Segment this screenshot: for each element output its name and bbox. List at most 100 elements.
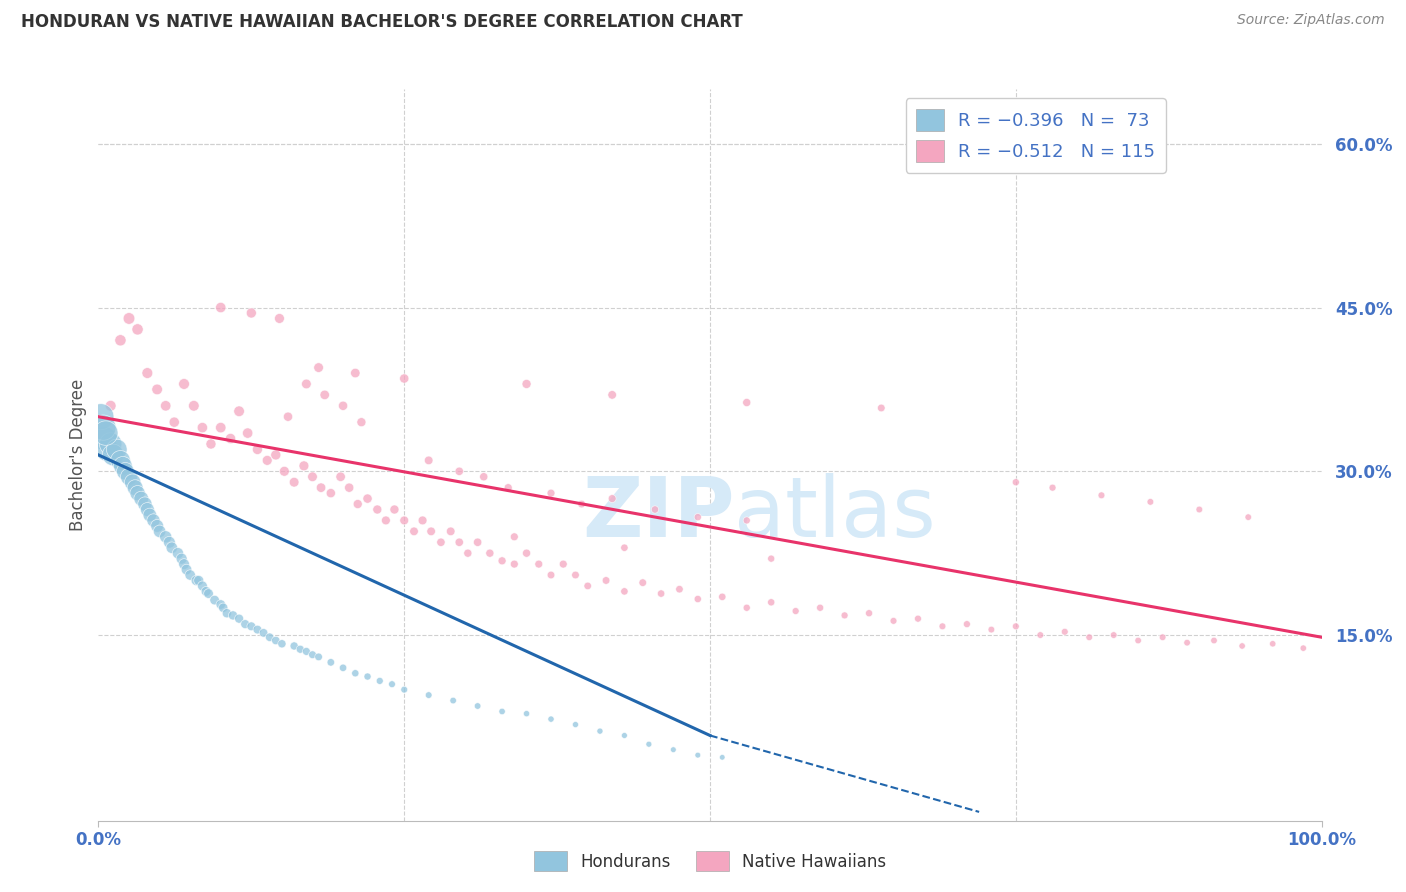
Point: [931, 619, 953, 633]
Point: [1152, 630, 1174, 644]
Text: HONDURAN VS NATIVE HAWAIIAN BACHELOR'S DEGREE CORRELATION CHART: HONDURAN VS NATIVE HAWAIIAN BACHELOR'S D…: [21, 13, 742, 31]
Point: [381, 677, 404, 691]
Point: [191, 420, 214, 434]
Point: [374, 513, 396, 527]
Point: [332, 399, 354, 413]
Point: [121, 475, 143, 490]
Point: [110, 453, 132, 467]
Point: [540, 486, 562, 500]
Point: [441, 693, 464, 707]
Point: [392, 371, 416, 385]
Point: [956, 617, 979, 632]
Point: [183, 399, 205, 413]
Point: [515, 706, 537, 721]
Point: [564, 717, 586, 731]
Point: [356, 491, 378, 506]
Point: [418, 453, 440, 467]
Point: [449, 464, 471, 478]
Point: [761, 551, 783, 566]
Point: [301, 469, 323, 483]
Point: [662, 742, 685, 756]
Point: [564, 568, 586, 582]
Point: [160, 541, 183, 555]
Point: [93, 432, 115, 446]
Text: ZIP: ZIP: [582, 473, 734, 554]
Point: [1102, 628, 1125, 642]
Point: [449, 535, 471, 549]
Point: [1237, 510, 1260, 524]
Point: [155, 530, 177, 544]
Point: [420, 524, 443, 539]
Point: [366, 502, 388, 516]
Point: [571, 497, 593, 511]
Point: [472, 469, 495, 483]
Point: [686, 592, 709, 607]
Point: [111, 458, 134, 473]
Point: [1004, 475, 1026, 490]
Text: Source: ZipAtlas.com: Source: ZipAtlas.com: [1237, 13, 1385, 28]
Point: [176, 563, 198, 577]
Point: [314, 388, 336, 402]
Point: [127, 486, 149, 500]
Point: [337, 481, 360, 495]
Point: [1042, 481, 1064, 495]
Point: [219, 432, 242, 446]
Point: [735, 600, 758, 615]
Point: [589, 724, 612, 739]
Point: [553, 557, 575, 571]
Point: [1090, 488, 1112, 502]
Point: [118, 469, 141, 483]
Point: [292, 458, 315, 473]
Point: [290, 642, 312, 657]
Point: [735, 395, 758, 409]
Text: atlas: atlas: [734, 473, 936, 554]
Point: [240, 619, 263, 633]
Point: [650, 586, 672, 600]
Point: [613, 584, 636, 599]
Point: [515, 546, 537, 560]
Point: [197, 586, 219, 600]
Point: [114, 464, 136, 478]
Point: [105, 442, 128, 457]
Point: [384, 502, 406, 516]
Point: [440, 524, 463, 539]
Point: [101, 448, 124, 462]
Point: [329, 469, 352, 483]
Point: [1128, 633, 1150, 648]
Point: [761, 595, 783, 609]
Point: [295, 376, 318, 391]
Point: [858, 606, 880, 620]
Point: [457, 546, 479, 560]
Point: [94, 426, 117, 441]
Point: [256, 453, 278, 467]
Point: [735, 513, 758, 527]
Point: [1261, 637, 1284, 651]
Point: [246, 623, 269, 637]
Point: [344, 366, 367, 380]
Point: [344, 666, 367, 681]
Point: [157, 535, 180, 549]
Point: [870, 401, 893, 415]
Point: [356, 669, 378, 683]
Legend: Hondurans, Native Hawaiians: Hondurans, Native Hawaiians: [527, 845, 893, 878]
Point: [600, 388, 623, 402]
Point: [1175, 636, 1198, 650]
Point: [412, 513, 434, 527]
Point: [711, 750, 734, 764]
Point: [785, 604, 807, 618]
Point: [277, 409, 299, 424]
Point: [595, 574, 617, 588]
Point: [1188, 502, 1211, 516]
Point: [980, 623, 1002, 637]
Point: [1053, 624, 1076, 639]
Point: [600, 491, 623, 506]
Point: [540, 712, 562, 726]
Point: [204, 593, 226, 607]
Point: [269, 311, 291, 326]
Point: [195, 584, 218, 599]
Point: [139, 508, 162, 522]
Point: [308, 649, 330, 664]
Point: [1202, 633, 1225, 648]
Point: [233, 617, 256, 632]
Point: [668, 582, 690, 597]
